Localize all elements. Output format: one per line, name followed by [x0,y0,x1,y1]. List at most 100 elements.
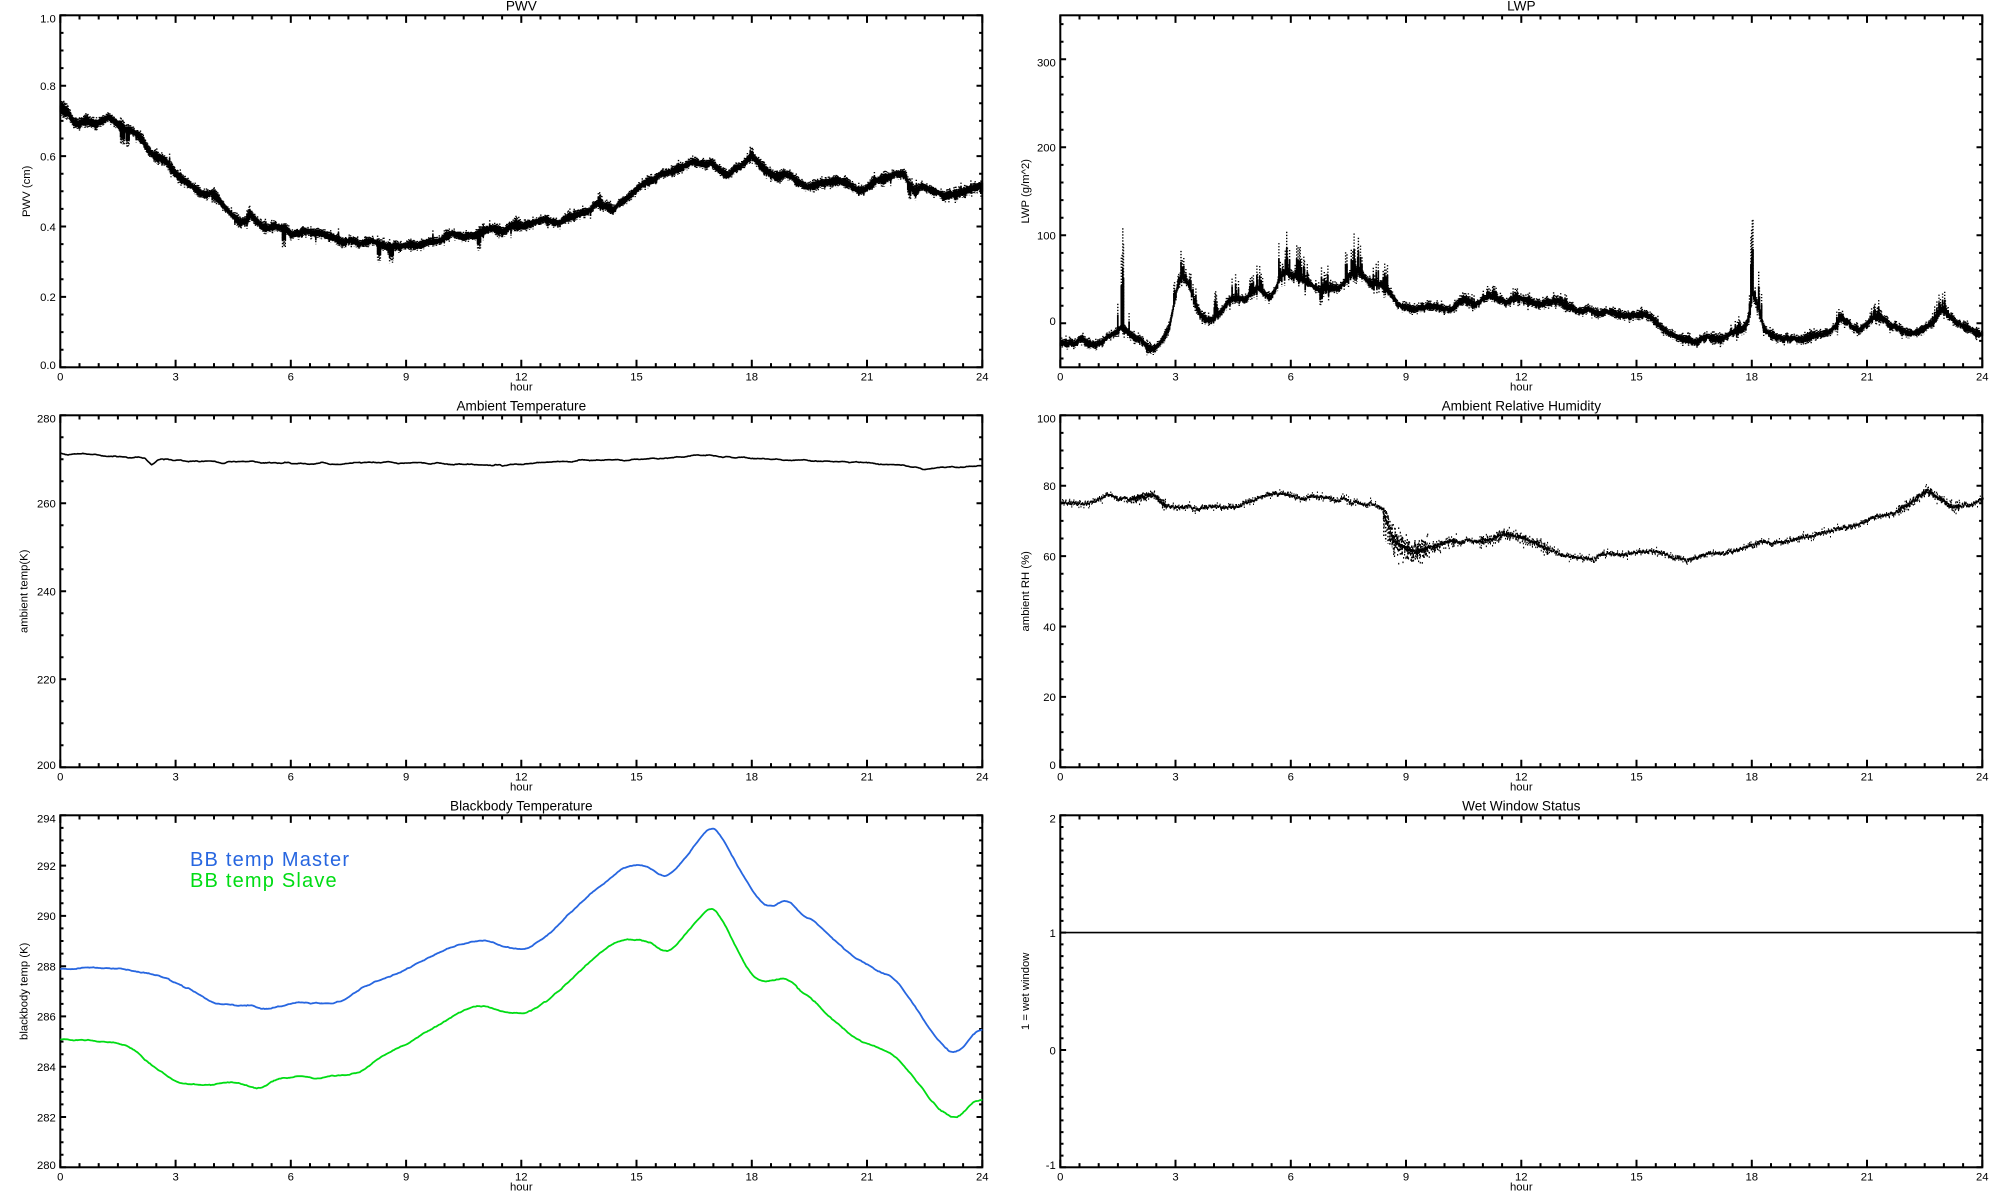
svg-text:hour: hour [1510,1182,1533,1194]
svg-text:LWP: LWP [1507,0,1535,14]
svg-text:220: 220 [37,675,56,687]
svg-text:BB temp Master: BB temp Master [190,849,350,871]
svg-text:9: 9 [403,372,409,384]
svg-text:60: 60 [1043,551,1056,563]
svg-text:3: 3 [172,772,178,784]
svg-text:hour: hour [1510,782,1533,794]
svg-text:100: 100 [1037,413,1056,425]
svg-text:284: 284 [37,1062,56,1074]
svg-text:1.0: 1.0 [40,13,56,25]
svg-text:24: 24 [1976,772,1989,784]
svg-text:0: 0 [1057,372,1063,384]
svg-text:24: 24 [1976,1172,1989,1184]
svg-text:40: 40 [1043,622,1056,634]
svg-text:3: 3 [1172,372,1178,384]
svg-text:24: 24 [976,772,989,784]
svg-text:100: 100 [1037,231,1056,243]
svg-text:1 = wet window: 1 = wet window [1020,952,1032,1030]
svg-text:6: 6 [288,1172,294,1184]
svg-text:0: 0 [57,1172,63,1184]
svg-text:0.4: 0.4 [40,222,56,234]
svg-text:9: 9 [1403,1172,1409,1184]
svg-text:12: 12 [515,1172,528,1184]
svg-text:294: 294 [37,813,56,825]
svg-text:280: 280 [37,1160,56,1172]
svg-text:6: 6 [1288,772,1294,784]
svg-text:18: 18 [746,372,759,384]
svg-text:21: 21 [861,1172,874,1184]
svg-text:3: 3 [172,372,178,384]
svg-text:21: 21 [861,772,874,784]
svg-text:12: 12 [1515,1172,1528,1184]
svg-text:21: 21 [861,372,874,384]
svg-text:9: 9 [403,772,409,784]
svg-text:24: 24 [976,372,989,384]
svg-text:0: 0 [57,772,63,784]
svg-text:ambient temp(K): ambient temp(K) [19,549,31,633]
svg-text:15: 15 [1630,772,1643,784]
svg-text:18: 18 [746,772,759,784]
svg-text:15: 15 [630,1172,643,1184]
svg-text:0.0: 0.0 [40,360,56,372]
svg-text:0.2: 0.2 [40,292,56,304]
svg-text:12: 12 [1515,772,1528,784]
svg-text:Ambient Relative Humidity: Ambient Relative Humidity [1442,399,1602,414]
svg-text:12: 12 [1515,372,1528,384]
svg-text:3: 3 [172,1172,178,1184]
svg-text:blackbody temp (K): blackbody temp (K) [19,942,31,1040]
svg-text:300: 300 [1037,57,1056,69]
svg-text:0: 0 [1057,1172,1063,1184]
svg-text:21: 21 [1861,772,1874,784]
svg-text:BB temp Slave: BB temp Slave [190,870,338,892]
svg-text:15: 15 [1630,372,1643,384]
svg-text:PWV: PWV [506,0,537,14]
svg-text:9: 9 [403,1172,409,1184]
svg-text:12: 12 [515,772,528,784]
svg-text:1: 1 [1050,928,1056,940]
svg-text:6: 6 [1288,1172,1294,1184]
svg-text:15: 15 [1630,1172,1643,1184]
svg-text:290: 290 [37,911,56,923]
svg-text:21: 21 [1861,1172,1874,1184]
svg-text:6: 6 [288,372,294,384]
svg-text:hour: hour [510,782,533,794]
svg-text:0: 0 [1050,760,1056,772]
svg-text:9: 9 [1403,372,1409,384]
svg-text:0: 0 [1057,772,1063,784]
svg-text:0: 0 [1050,1045,1056,1057]
svg-text:6: 6 [288,772,294,784]
svg-text:24: 24 [976,1172,989,1184]
svg-text:0: 0 [57,372,63,384]
svg-text:hour: hour [1510,382,1533,394]
svg-text:18: 18 [1746,372,1759,384]
svg-text:18: 18 [1746,772,1759,784]
svg-text:18: 18 [1746,1172,1759,1184]
svg-text:80: 80 [1043,481,1056,493]
svg-text:6: 6 [1288,372,1294,384]
svg-text:0.6: 0.6 [40,151,56,163]
svg-text:15: 15 [630,372,643,384]
svg-text:0: 0 [1050,316,1056,328]
svg-text:240: 240 [37,587,56,599]
svg-text:12: 12 [515,372,528,384]
svg-text:288: 288 [37,962,56,974]
svg-text:Ambient Temperature: Ambient Temperature [456,399,586,414]
svg-text:-1: -1 [1046,1160,1056,1172]
svg-text:LWP (g/m^2): LWP (g/m^2) [1020,159,1032,224]
svg-text:282: 282 [37,1112,56,1124]
svg-text:260: 260 [37,499,56,511]
svg-text:Wet Window Status: Wet Window Status [1462,799,1581,814]
svg-text:2: 2 [1050,813,1056,825]
svg-text:286: 286 [37,1012,56,1024]
svg-text:9: 9 [1403,772,1409,784]
svg-text:Blackbody Temperature: Blackbody Temperature [450,799,593,814]
svg-text:3: 3 [1172,772,1178,784]
svg-text:ambient RH (%): ambient RH (%) [1020,551,1032,632]
svg-text:24: 24 [1976,372,1989,384]
svg-text:hour: hour [510,1182,533,1194]
svg-text:hour: hour [510,382,533,394]
svg-text:21: 21 [1861,372,1874,384]
svg-text:200: 200 [1037,143,1056,155]
svg-text:15: 15 [630,772,643,784]
svg-text:PWV (cm): PWV (cm) [21,165,33,217]
